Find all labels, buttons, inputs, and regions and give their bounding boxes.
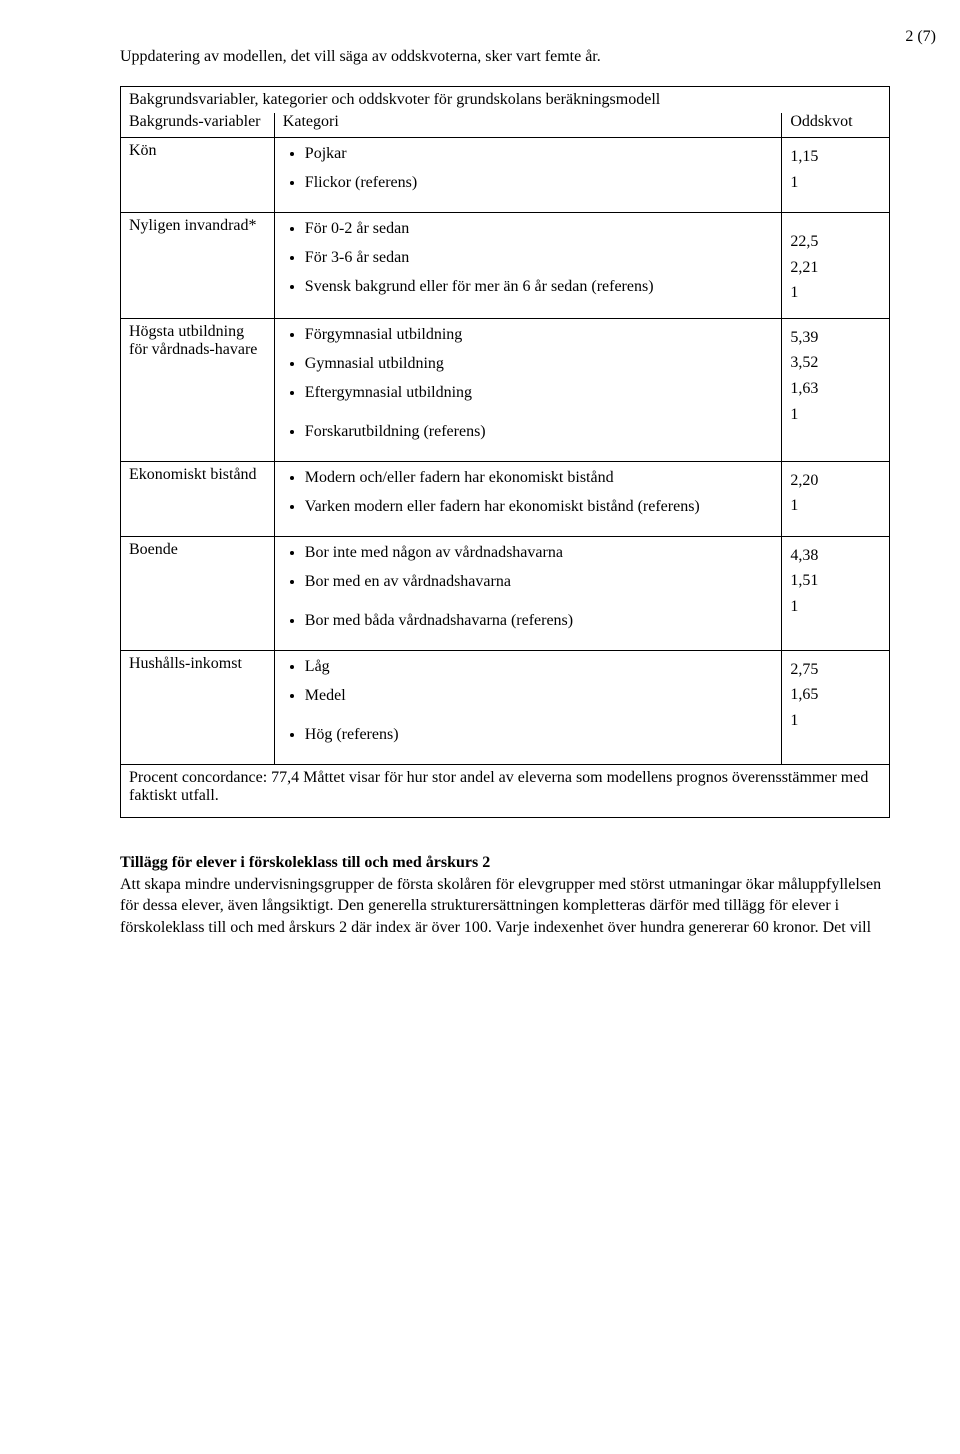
list-item: Medel (305, 684, 774, 713)
odds-value: 1 (790, 170, 881, 196)
row-items: För 0-2 år sedan För 3-6 år sedan Svensk… (274, 213, 782, 319)
row-odds: 4,38 1,51 1 (782, 536, 890, 650)
row-odds: 5,39 3,52 1,63 1 (782, 318, 890, 461)
list-item: Bor med en av vårdnadshavarna (305, 570, 774, 599)
table-row: Nyligen invandrad* För 0-2 år sedan För … (121, 213, 890, 319)
odds-value: 2,75 (790, 657, 881, 683)
list-item: Svensk bakgrund eller för mer än 6 år se… (305, 275, 774, 304)
odds-table: Bakgrundsvariabler, kategorier och oddsk… (120, 86, 890, 818)
odds-value: 1 (790, 594, 881, 620)
intro-text: Uppdatering av modellen, det vill säga a… (120, 48, 890, 66)
table-footer-row: Procent concordance: 77,4 Måttet visar f… (121, 764, 890, 817)
list-item: För 3-6 år sedan (305, 246, 774, 275)
list-item: Flickor (referens) (305, 171, 774, 200)
row-label: Kön (121, 138, 275, 213)
list-item: Varken modern eller fadern har ekonomisk… (305, 495, 774, 524)
table-caption: Bakgrundsvariabler, kategorier och oddsk… (121, 87, 890, 114)
row-label: Ekonomiskt bistånd (121, 461, 275, 536)
row-items: Pojkar Flickor (referens) (274, 138, 782, 213)
row-items: Modern och/eller fadern har ekonomiskt b… (274, 461, 782, 536)
odds-value: 5,39 (790, 325, 881, 351)
list-item: Forskarutbildning (referens) (305, 420, 774, 449)
list-item: Bor inte med någon av vårdnadshavarna (305, 541, 774, 570)
list-item: Bor med båda vårdnadshavarna (referens) (305, 609, 774, 638)
row-label: Boende (121, 536, 275, 650)
row-label: Högsta utbildning för vårdnads-havare (121, 318, 275, 461)
odds-value: 2,20 (790, 468, 881, 494)
document-page: 2 (7) Uppdatering av modellen, det vill … (0, 0, 960, 1454)
list-item: Förgymnasial utbildning (305, 323, 774, 352)
odds-value: 1 (790, 402, 881, 428)
list-item: För 0-2 år sedan (305, 217, 774, 246)
row-odds: 1,15 1 (782, 138, 890, 213)
table-footer: Procent concordance: 77,4 Måttet visar f… (121, 764, 890, 817)
list-item: Låg (305, 655, 774, 684)
odds-value: 1,63 (790, 376, 881, 402)
odds-value: 3,52 (790, 350, 881, 376)
header-col1: Bakgrunds-variabler (121, 113, 275, 138)
odds-value: 1,15 (790, 144, 881, 170)
table-row: Hushålls-inkomst Låg Medel Hög (referens… (121, 650, 890, 764)
odds-value: 2,21 (790, 255, 881, 281)
odds-value: 4,38 (790, 543, 881, 569)
list-item: Pojkar (305, 142, 774, 171)
row-items: Bor inte med någon av vårdnadshavarna Bo… (274, 536, 782, 650)
odds-value: 1,65 (790, 682, 881, 708)
header-col3: Oddskvot (782, 113, 890, 138)
table-row: Ekonomiskt bistånd Modern och/eller fade… (121, 461, 890, 536)
odds-value: 1 (790, 708, 881, 734)
odds-value: 1 (790, 493, 881, 519)
row-odds: 2,20 1 (782, 461, 890, 536)
list-item: Hög (referens) (305, 723, 774, 752)
row-items: Förgymnasial utbildning Gymnasial utbild… (274, 318, 782, 461)
body-paragraph: Att skapa mindre undervisningsgrupper de… (120, 874, 890, 939)
row-label: Nyligen invandrad* (121, 213, 275, 319)
odds-value: 1 (790, 280, 881, 306)
row-odds: 2,75 1,65 1 (782, 650, 890, 764)
list-item: Modern och/eller fadern har ekonomiskt b… (305, 466, 774, 495)
odds-value: 22,5 (790, 229, 881, 255)
row-odds: 22,5 2,21 1 (782, 213, 890, 319)
subheading: Tillägg för elever i förskoleklass till … (120, 854, 890, 872)
header-col2: Kategori (274, 113, 782, 138)
odds-value: 1,51 (790, 568, 881, 594)
table-row: Kön Pojkar Flickor (referens) 1,15 1 (121, 138, 890, 213)
table-row: Högsta utbildning för vårdnads-havare Fö… (121, 318, 890, 461)
list-item: Gymnasial utbildning (305, 352, 774, 381)
list-item: Eftergymnasial utbildning (305, 381, 774, 410)
row-label: Hushålls-inkomst (121, 650, 275, 764)
row-items: Låg Medel Hög (referens) (274, 650, 782, 764)
table-row: Boende Bor inte med någon av vårdnadshav… (121, 536, 890, 650)
page-number: 2 (7) (905, 28, 936, 46)
